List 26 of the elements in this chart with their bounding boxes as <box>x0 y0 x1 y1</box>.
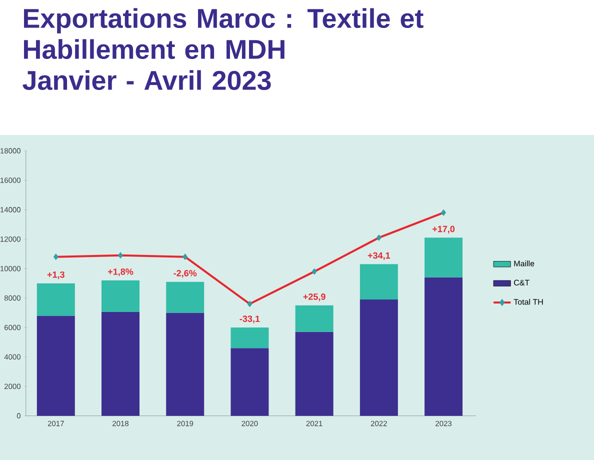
legend-label: Total TH <box>514 298 543 305</box>
annotation: -2,6% <box>174 270 197 278</box>
bar <box>295 332 334 416</box>
bar <box>102 312 140 416</box>
bar <box>360 264 398 300</box>
bar <box>36 283 75 316</box>
annotation: +17,0 <box>432 226 455 234</box>
bar <box>230 348 269 416</box>
annotation: +25,9 <box>303 294 326 302</box>
legend-label: Maille <box>514 260 534 266</box>
bar <box>102 280 140 312</box>
bar <box>424 277 463 416</box>
bar <box>295 305 334 332</box>
chart-subtitle: Janvier - Avril 2023 <box>22 70 271 90</box>
bar <box>36 316 75 416</box>
annotation: +1,8% <box>108 268 134 276</box>
bar <box>166 282 204 313</box>
annotation: -33,1 <box>240 316 260 324</box>
bar <box>230 327 269 348</box>
annotation: +1,3 <box>47 271 64 280</box>
annotation: +34,1 <box>368 252 390 260</box>
bar <box>424 238 463 278</box>
legend-label: C&T <box>514 280 530 286</box>
bar <box>166 312 204 416</box>
chart-title: Exportations Maroc : Textile et Habillement en MDH <box>24 8 424 60</box>
bar <box>360 300 398 416</box>
